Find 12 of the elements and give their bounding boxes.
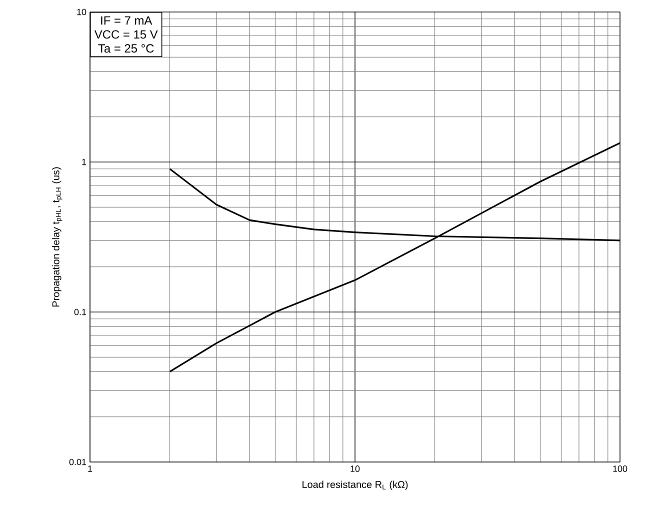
y-tick-label: 0.01: [69, 458, 86, 466]
annotation: Ta = 25 °C: [98, 44, 154, 53]
y-tick-label: 0.1: [74, 308, 86, 316]
y-axis-title: Propagation delay t$_{pHL}$, t$_{pLH}$ (us): [52, 167, 62, 307]
x-axis-title: Load resistance R$_{L}$ (kΩ): [302, 480, 408, 490]
annotation: VCC = 15 V: [94, 30, 158, 39]
y-tick-label: 1: [82, 158, 86, 166]
annotation: IF = 7 mA: [101, 16, 152, 25]
x-tick-label: 10: [350, 466, 360, 472]
x-tick-label: 1: [88, 466, 92, 472]
x-tick-label: 100: [613, 466, 628, 472]
y-tick-label: 10: [77, 8, 86, 16]
